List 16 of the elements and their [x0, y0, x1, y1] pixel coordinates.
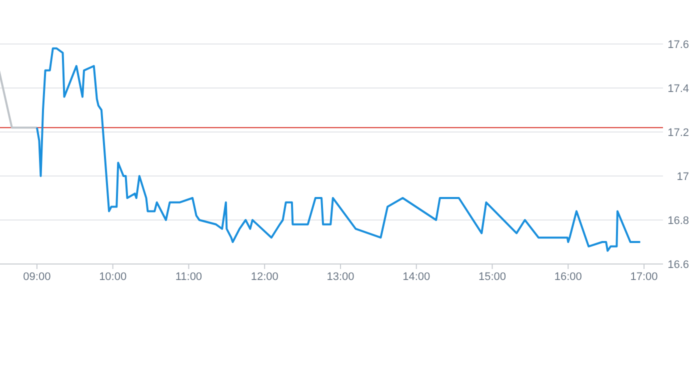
- x-tick-label: 17:00: [630, 271, 658, 283]
- x-tick-label: 10:00: [99, 271, 127, 283]
- y-tick-label: 17: [676, 171, 689, 183]
- x-tick-label: 16:00: [554, 271, 582, 283]
- y-tick-label: 17.2: [668, 127, 689, 139]
- x-tick-label: 13:00: [326, 271, 354, 283]
- y-tick-label: 17.4: [668, 83, 689, 95]
- x-tick-label: 15:00: [478, 271, 506, 283]
- x-tick-label: 14:00: [402, 271, 430, 283]
- y-tick-label: 16.8: [668, 215, 689, 227]
- line-series: [36, 47, 642, 252]
- y-tick-label: 17.6: [668, 39, 689, 51]
- x-tick-label: 11:00: [175, 271, 202, 283]
- x-tick-label: 09:00: [23, 271, 51, 283]
- y-tick-label: 16.6: [668, 259, 689, 271]
- x-tick-label: 12:00: [250, 271, 278, 283]
